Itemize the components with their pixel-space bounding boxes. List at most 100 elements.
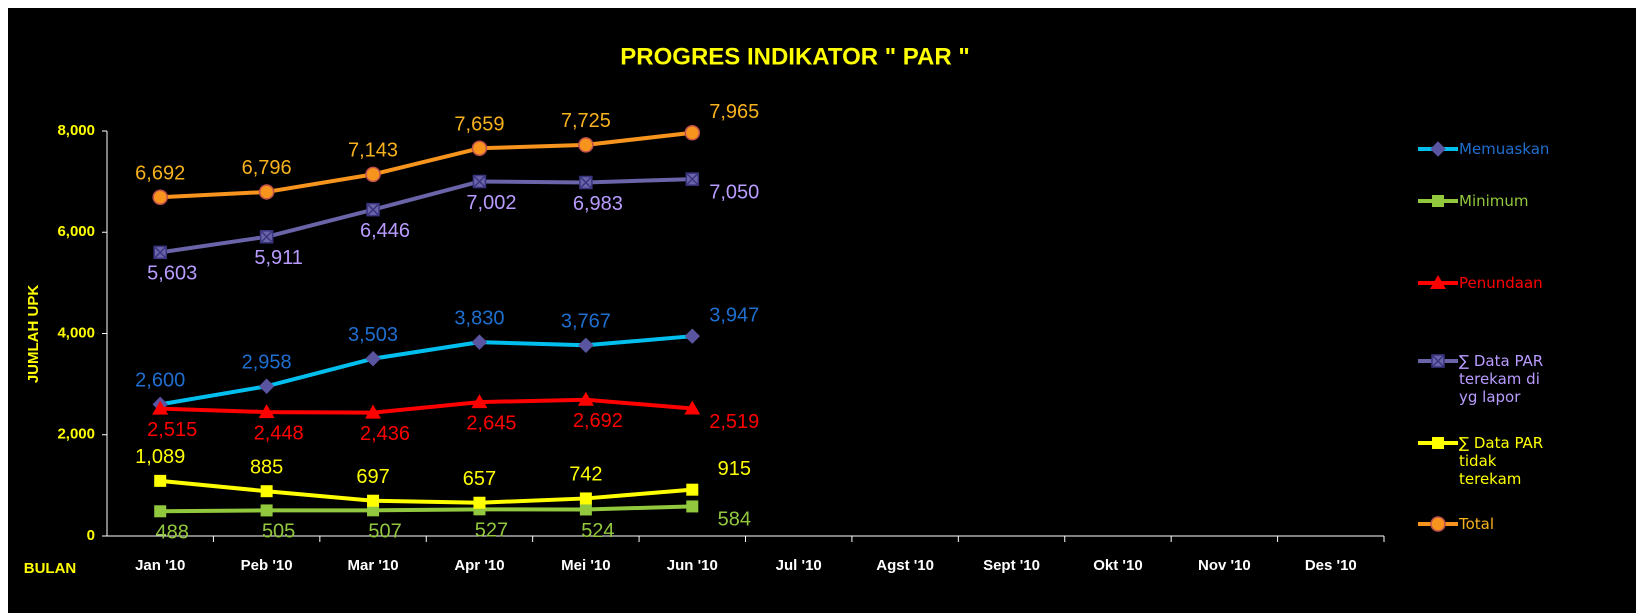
x-tick-label: Peb '10 bbox=[241, 557, 293, 574]
marker bbox=[153, 245, 167, 260]
marker bbox=[152, 189, 168, 205]
x-tick-label: Mei '10 bbox=[561, 557, 610, 574]
marker bbox=[579, 503, 592, 516]
data-label: 584 bbox=[718, 509, 751, 531]
data-label: 6,796 bbox=[242, 157, 292, 179]
legend-box: ∑ Data PAR tidak terekam bbox=[1459, 434, 1544, 488]
legend-label: ∑ Data PAR tidak terekam bbox=[1459, 434, 1544, 488]
legend-label: Minimum bbox=[1459, 192, 1529, 210]
x-tick-label: Mar '10 bbox=[347, 557, 398, 574]
marker bbox=[365, 350, 381, 367]
data-label: 5,603 bbox=[147, 263, 197, 285]
x-tick-label: Des '10 bbox=[1305, 557, 1357, 574]
marker bbox=[365, 166, 381, 183]
data-label: 2,958 bbox=[242, 352, 292, 374]
y-tick-label: 6,000 bbox=[57, 223, 95, 240]
data-label: 2,519 bbox=[709, 411, 759, 433]
x-axis-label: BULAN bbox=[24, 560, 77, 577]
marker bbox=[473, 496, 486, 509]
data-label: 2,515 bbox=[147, 419, 197, 441]
x-tick-label: Okt '10 bbox=[1093, 557, 1142, 574]
data-label: 915 bbox=[718, 458, 751, 480]
marker bbox=[578, 337, 594, 354]
legend-item: ∑ Data PAR terekam di yg lapor bbox=[1418, 352, 1544, 406]
legend-label: Penundaan bbox=[1459, 274, 1543, 292]
data-label: 1,089 bbox=[135, 446, 185, 468]
data-label: 527 bbox=[475, 520, 508, 542]
marker bbox=[367, 504, 380, 517]
series-line bbox=[160, 478, 693, 505]
marker bbox=[259, 230, 274, 244]
x-tick-label: Jul '10 bbox=[776, 557, 822, 574]
series-line bbox=[159, 334, 693, 407]
data-label: 7,143 bbox=[348, 140, 398, 162]
data-label: 7,050 bbox=[709, 181, 759, 203]
marker bbox=[577, 391, 594, 406]
legend-item: Total bbox=[1418, 515, 1495, 533]
x-tick-label: Apr '10 bbox=[454, 557, 504, 574]
marker bbox=[471, 334, 488, 350]
marker bbox=[152, 400, 169, 415]
legend-box: Total bbox=[1459, 515, 1495, 533]
marker bbox=[686, 483, 699, 496]
data-label: 6,446 bbox=[360, 220, 410, 242]
marker bbox=[472, 174, 487, 189]
data-label: 488 bbox=[156, 522, 189, 544]
legend-box: Minimum bbox=[1459, 192, 1529, 210]
y-tick-label: 0 bbox=[87, 527, 95, 544]
legend-label: Memuaskan bbox=[1459, 140, 1549, 158]
legend-box: Memuaskan bbox=[1459, 140, 1549, 158]
marker bbox=[684, 125, 701, 141]
marker bbox=[154, 505, 167, 518]
x-tick-label: Jun '10 bbox=[667, 557, 718, 574]
legend-item: Memuaskan bbox=[1418, 140, 1549, 158]
y-tick-label: 2,000 bbox=[57, 426, 95, 443]
legend-item: Minimum bbox=[1418, 192, 1529, 210]
chart-title: PROGRES INDIKATOR " PAR " bbox=[620, 43, 969, 70]
marker bbox=[579, 492, 592, 505]
x-tick-label: Agst '10 bbox=[876, 557, 934, 574]
legend-item: Penundaan bbox=[1418, 274, 1543, 292]
legend-box: Penundaan bbox=[1459, 274, 1543, 292]
data-label: 3,503 bbox=[348, 324, 398, 346]
data-label: 507 bbox=[368, 521, 401, 543]
data-label: 742 bbox=[569, 464, 602, 486]
data-label: 2,436 bbox=[360, 423, 410, 445]
marker bbox=[471, 394, 488, 409]
marker bbox=[1431, 354, 1445, 368]
marker bbox=[684, 400, 701, 415]
data-label: 2,645 bbox=[466, 412, 516, 434]
marker bbox=[686, 500, 699, 513]
marker bbox=[1432, 195, 1444, 207]
data-label: 3,947 bbox=[709, 304, 759, 326]
marker bbox=[685, 172, 700, 186]
series-line bbox=[159, 177, 693, 255]
x-tick-label: Jan '10 bbox=[135, 557, 185, 574]
marker bbox=[366, 202, 380, 217]
marker bbox=[258, 184, 275, 200]
y-tick-label: 8,000 bbox=[57, 122, 95, 139]
legend-label: Total bbox=[1459, 515, 1495, 533]
marker bbox=[367, 494, 380, 507]
background bbox=[8, 8, 1636, 613]
data-label: 6,692 bbox=[135, 162, 185, 184]
marker bbox=[1430, 516, 1446, 532]
marker bbox=[154, 474, 167, 487]
marker bbox=[471, 140, 488, 157]
legend-item: ∑ Data PAR tidak terekam bbox=[1418, 434, 1544, 488]
data-label: 505 bbox=[262, 521, 295, 543]
data-label: 7,965 bbox=[709, 101, 759, 123]
marker bbox=[258, 404, 275, 419]
legend-label: ∑ Data PAR terekam di yg lapor bbox=[1459, 352, 1544, 406]
series-line bbox=[160, 504, 693, 514]
marker bbox=[684, 328, 700, 344]
data-label: 2,692 bbox=[573, 410, 623, 432]
data-label: 5,911 bbox=[254, 247, 303, 269]
data-label: 7,725 bbox=[561, 110, 611, 132]
y-axis-label: JUMLAH UPK bbox=[25, 285, 42, 384]
x-tick-label: Sept '10 bbox=[983, 557, 1040, 574]
data-label: 697 bbox=[356, 466, 389, 488]
marker bbox=[365, 404, 382, 419]
data-label: 7,659 bbox=[454, 114, 504, 136]
